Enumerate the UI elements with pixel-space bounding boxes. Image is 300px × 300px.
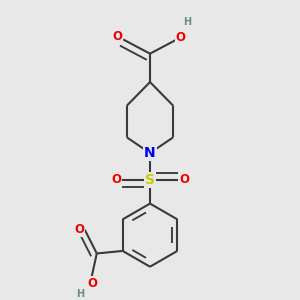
Text: O: O: [88, 277, 98, 290]
Text: O: O: [176, 31, 186, 44]
Text: O: O: [179, 173, 189, 186]
Text: O: O: [111, 173, 121, 186]
Text: N: N: [144, 146, 156, 160]
Text: O: O: [74, 223, 84, 236]
Text: H: H: [183, 17, 191, 27]
Text: O: O: [112, 30, 122, 44]
Text: H: H: [76, 289, 84, 298]
Text: S: S: [145, 173, 155, 187]
